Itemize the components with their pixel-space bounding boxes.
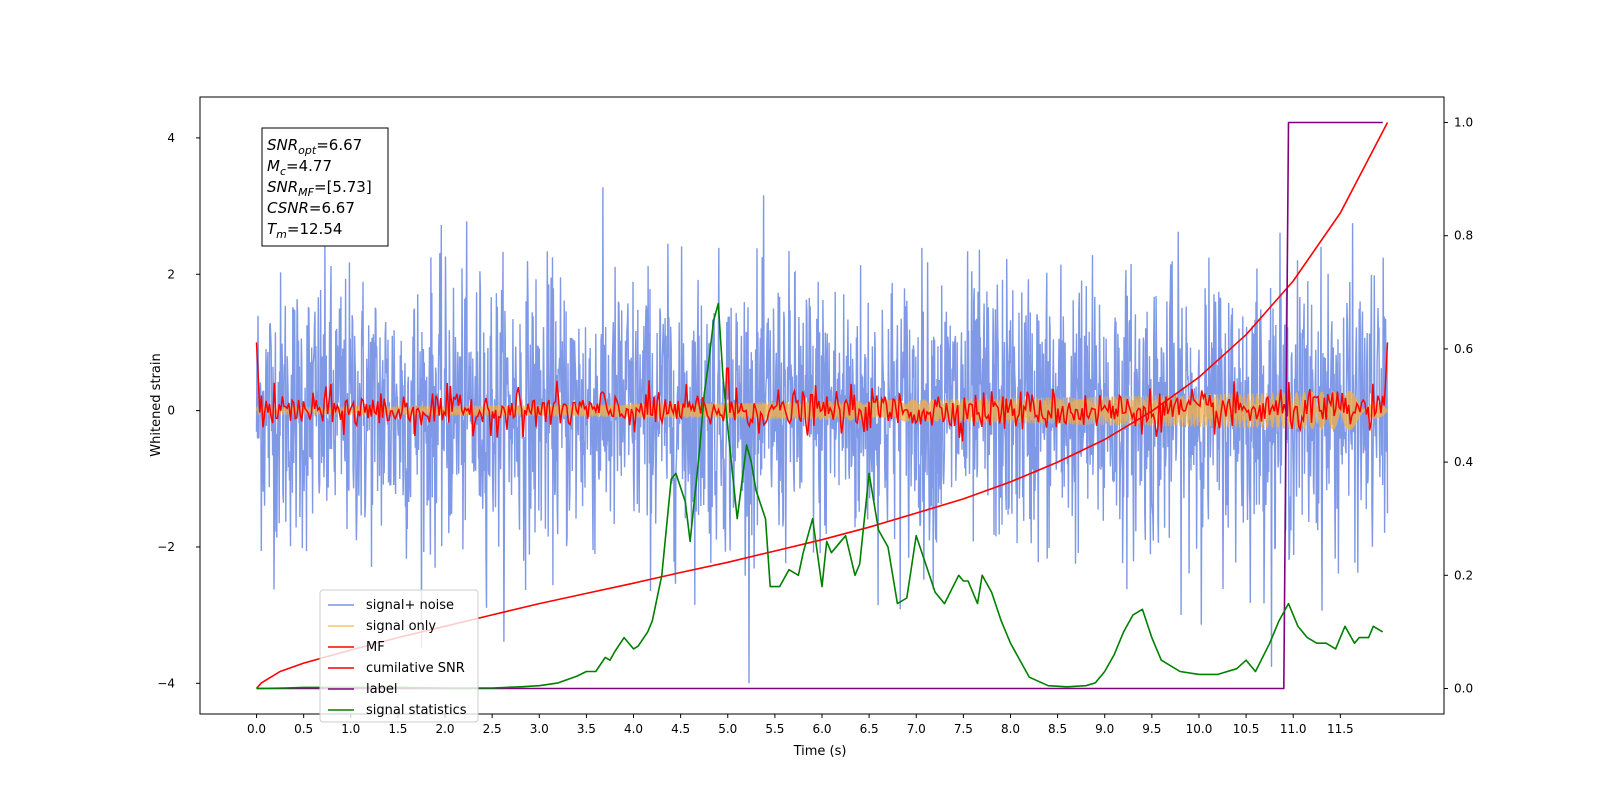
y-axis-right: 0.0 0.2 0.4 0.6 0.8 1.0 bbox=[1444, 115, 1473, 696]
y-left-tick-label: 0 bbox=[167, 404, 175, 418]
y-left-tick-label: −2 bbox=[157, 540, 175, 554]
x-tick-label: 0.0 bbox=[247, 722, 266, 736]
x-tick-label: 6.5 bbox=[860, 722, 879, 736]
y-right-tick-label: 0.0 bbox=[1454, 682, 1473, 696]
x-tick-label: 1.5 bbox=[388, 722, 407, 736]
x-tick-label: 9.5 bbox=[1142, 722, 1161, 736]
annotation-line: Tm=12.54 bbox=[267, 220, 342, 241]
x-tick-label: 5.0 bbox=[718, 722, 737, 736]
y-axis-label-left: Whitened strain bbox=[149, 353, 164, 456]
y-right-tick-label: 0.6 bbox=[1454, 342, 1473, 356]
x-tick-label: 4.0 bbox=[624, 722, 643, 736]
legend-frame bbox=[319, 589, 479, 723]
x-tick-label: 11.5 bbox=[1327, 722, 1354, 736]
y-left-tick-label: −4 bbox=[157, 676, 175, 690]
x-tick-label: 0.5 bbox=[294, 722, 313, 736]
x-axis: 0.0 0.5 1.0 1.5 2.0 2.5 3.0 3.5 4.0 4.5 5.0 5.5 6.0 6… bbox=[247, 714, 1354, 736]
x-tick-label: 11.0 bbox=[1280, 722, 1307, 736]
x-tick-label: 3.0 bbox=[530, 722, 549, 736]
x-tick-label: 9.0 bbox=[1095, 722, 1114, 736]
y-axis-left: −4 −2 0 2 4 bbox=[157, 131, 200, 690]
x-tick-label: 6.0 bbox=[812, 722, 831, 736]
legend-entry-label: cumilative SNR bbox=[366, 661, 465, 676]
x-tick-label: 7.5 bbox=[954, 722, 973, 736]
annotation-line: CSNR=6.67 bbox=[267, 199, 355, 217]
y-right-tick-label: 0.2 bbox=[1454, 568, 1473, 582]
y-right-tick-label: 0.4 bbox=[1454, 455, 1473, 469]
x-tick-label: 8.0 bbox=[1001, 722, 1020, 736]
x-tick-label: 10.0 bbox=[1186, 722, 1213, 736]
x-tick-label: 10.5 bbox=[1233, 722, 1260, 736]
x-tick-label: 8.5 bbox=[1048, 722, 1067, 736]
annotation-line: SNRMF=[5.73] bbox=[267, 178, 372, 199]
legend-entry-label: signal only bbox=[366, 619, 436, 634]
series-signal-statistics bbox=[256, 302, 1384, 690]
x-tick-label: 7.0 bbox=[907, 722, 926, 736]
x-tick-label: 4.5 bbox=[671, 722, 690, 736]
legend: signal+ noise signal only MF cumilative SNR… bbox=[319, 589, 479, 723]
series-mf bbox=[255, 342, 1389, 442]
x-tick-label: 2.0 bbox=[435, 722, 454, 736]
legend-entry-label: signal statistics bbox=[366, 703, 467, 718]
y-right-tick-label: 0.8 bbox=[1454, 229, 1473, 243]
annotation-frame bbox=[261, 127, 389, 247]
x-tick-label: 5.5 bbox=[765, 722, 784, 736]
legend-entry-label: label bbox=[366, 682, 397, 697]
annotation-line: SNRopt=6.67 bbox=[267, 136, 362, 157]
legend-entry-label: signal+ noise bbox=[366, 598, 454, 613]
x-tick-label: 3.5 bbox=[577, 722, 596, 736]
y-left-tick-label: 4 bbox=[167, 131, 175, 145]
x-tick-label: 1.0 bbox=[341, 722, 360, 736]
annotation-line: Mc=4.77 bbox=[267, 157, 332, 178]
y-left-tick-label: 2 bbox=[167, 267, 175, 281]
x-tick-label: 2.5 bbox=[483, 722, 502, 736]
x-axis-label: Time (s) bbox=[793, 744, 847, 759]
series-label bbox=[256, 121, 1383, 690]
y-right-tick-label: 1.0 bbox=[1454, 115, 1473, 129]
legend-entry-label: MF bbox=[366, 640, 385, 655]
